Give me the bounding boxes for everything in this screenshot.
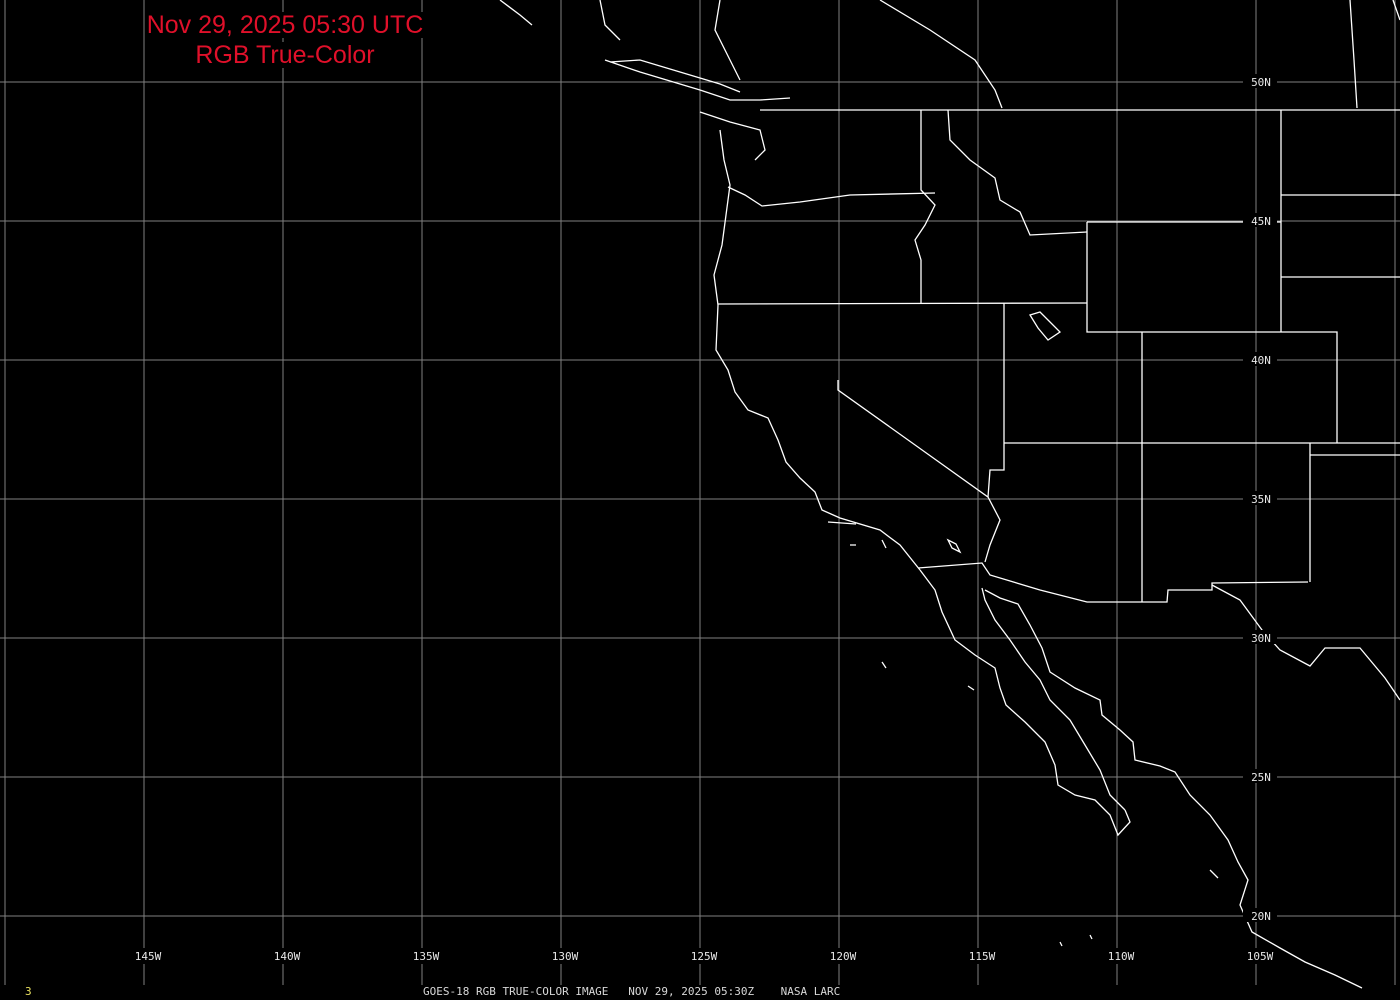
lon-label: 120W	[830, 950, 857, 963]
washington-oregon-border	[727, 186, 936, 207]
baja-gulf-coast	[981, 587, 1126, 811]
lon-label: 110W	[1108, 950, 1135, 963]
mexico-east	[1211, 584, 1400, 701]
idaho-west-border	[914, 110, 936, 303]
lon-label: 135W	[413, 950, 440, 963]
lat-label: 35N	[1251, 493, 1271, 506]
title-datetime: Nov 29, 2025 05:30 UTC	[144, 11, 426, 39]
canada-coast	[499, 0, 1400, 161]
grid-labels: 145W 140W 135W 130W 125W 120W 115W 110W 105W 50N 4…	[126, 74, 1277, 964]
great-salt-lake	[1029, 311, 1062, 341]
lon-label: 125W	[691, 950, 718, 963]
mexico-gulf-coast	[984, 589, 1363, 989]
lon-label: 105W	[1247, 950, 1274, 963]
state-lines-interior	[1004, 110, 1400, 602]
lon-label: 140W	[274, 950, 301, 963]
lon-label: 145W	[135, 950, 162, 963]
lat-label: 30N	[1251, 632, 1271, 645]
lat-label: 45N	[1251, 215, 1271, 228]
lon-label: 130W	[552, 950, 579, 963]
channel-islands	[827, 521, 1219, 947]
lat-label: 50N	[1251, 76, 1271, 89]
lat-label: 20N	[1251, 910, 1271, 923]
lat-label: 25N	[1251, 771, 1271, 784]
footer-caption: GOES-18 RGB TRUE-COLOR IMAGE NOV 29, 202…	[423, 985, 841, 998]
baja-west-coast	[919, 569, 1131, 837]
salton-sea	[946, 538, 962, 554]
title-product: RGB True-Color	[193, 41, 377, 69]
coastline-west-us	[713, 129, 921, 571]
boundaries	[499, 0, 1400, 989]
frame-number: 3	[25, 985, 32, 998]
lon-label: 115W	[969, 950, 996, 963]
lat-label: 40N	[1251, 354, 1271, 367]
title-block: Nov 29, 2025 05:30 UTC RGB True-Color	[140, 12, 430, 68]
us-mexico-border	[917, 562, 1309, 603]
idaho-montana-border	[947, 109, 1088, 236]
oregon-california-border	[717, 302, 1088, 305]
california-nevada-border	[837, 303, 1005, 563]
